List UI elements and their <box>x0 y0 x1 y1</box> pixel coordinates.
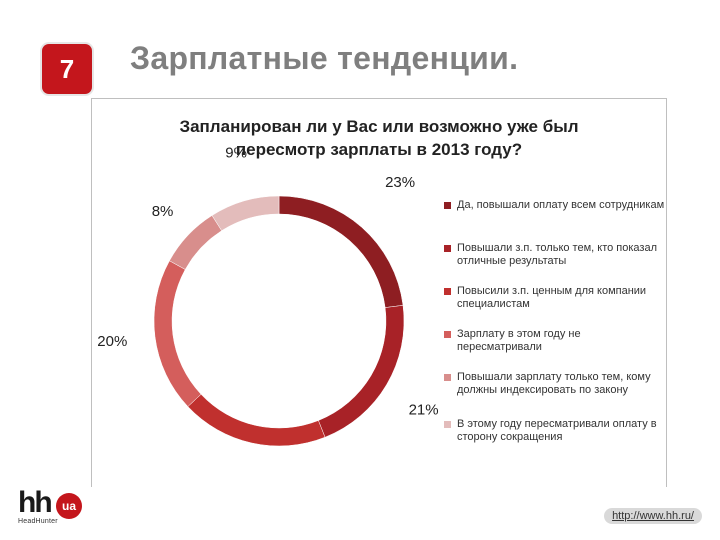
donut-label-4: 20% <box>97 333 127 350</box>
donut-label-6: 9% <box>225 145 247 162</box>
donut-slice-3 <box>187 393 326 447</box>
legend-swatch-2 <box>444 245 451 252</box>
logo-subtitle: HeadHunter <box>18 518 58 525</box>
legend-item-5: Повышали зарплату только тем, кому должн… <box>444 371 666 397</box>
legend-item-3: Повысили з.п. ценным для компании специа… <box>444 285 666 311</box>
legend-item-4: Зарплату в этом году не пересматривали <box>444 328 666 354</box>
donut-slice-5 <box>169 215 223 270</box>
legend-item-2: Повышали з.п. только тем, кто показал от… <box>444 242 666 268</box>
legend-label-5: Повышали зарплату только тем, кому должн… <box>457 371 651 396</box>
donut-label-5: 8% <box>152 203 174 220</box>
legend-swatch-6 <box>444 421 451 428</box>
logo-ua-badge: ua <box>56 493 82 519</box>
chart-title-line-2: пересмотр зарплаты в 2013 году? <box>235 140 523 159</box>
legend-label-1: Да, повышали оплату всем сотрудникам <box>457 199 665 211</box>
donut-label-2: 21% <box>409 401 439 418</box>
logo-hh-text: hh <box>18 486 53 519</box>
donut-label-1: 23% <box>385 174 415 191</box>
footer-url-link[interactable]: http://www.hh.ru/ <box>604 508 702 524</box>
donut-label-3: 19% <box>227 484 257 487</box>
legend-item-1: Да, повышали оплату всем сотрудникам <box>444 199 664 212</box>
donut-slice-4 <box>153 260 202 407</box>
donut-slice-1 <box>278 195 404 308</box>
legend-label-2: Повышали з.п. только тем, кто показал от… <box>457 242 657 267</box>
legend-item-6: В этому году пересматривали оплату в сто… <box>444 418 666 444</box>
chart-title: Запланирован ли у Вас или возможно уже б… <box>92 115 666 161</box>
chart-frame: Запланирован ли у Вас или возможно уже б… <box>91 98 667 487</box>
donut-slice-2 <box>318 305 405 438</box>
legend-label-3: Повысили з.п. ценным для компании специа… <box>457 285 647 310</box>
legend-label-6: В этому году пересматривали оплату в сто… <box>457 418 657 443</box>
donut-slice-6 <box>211 195 280 232</box>
legend-swatch-3 <box>444 288 451 295</box>
slide-title: Зарплатные тенденции. <box>130 40 519 76</box>
legend-swatch-1 <box>444 202 451 209</box>
legend-label-4: Зарплату в этом году не пересматривали <box>457 328 581 353</box>
donut-chart: 23% 21% 19% 20% 8% 9% <box>97 145 439 487</box>
chart-title-line-1: Запланирован ли у Вас или возможно уже б… <box>179 117 579 136</box>
legend-swatch-4 <box>444 331 451 338</box>
legend-swatch-5 <box>444 374 451 381</box>
headhunter-logo: hh ua HeadHunter <box>18 488 88 528</box>
slide-number-badge: 7 <box>42 44 92 94</box>
